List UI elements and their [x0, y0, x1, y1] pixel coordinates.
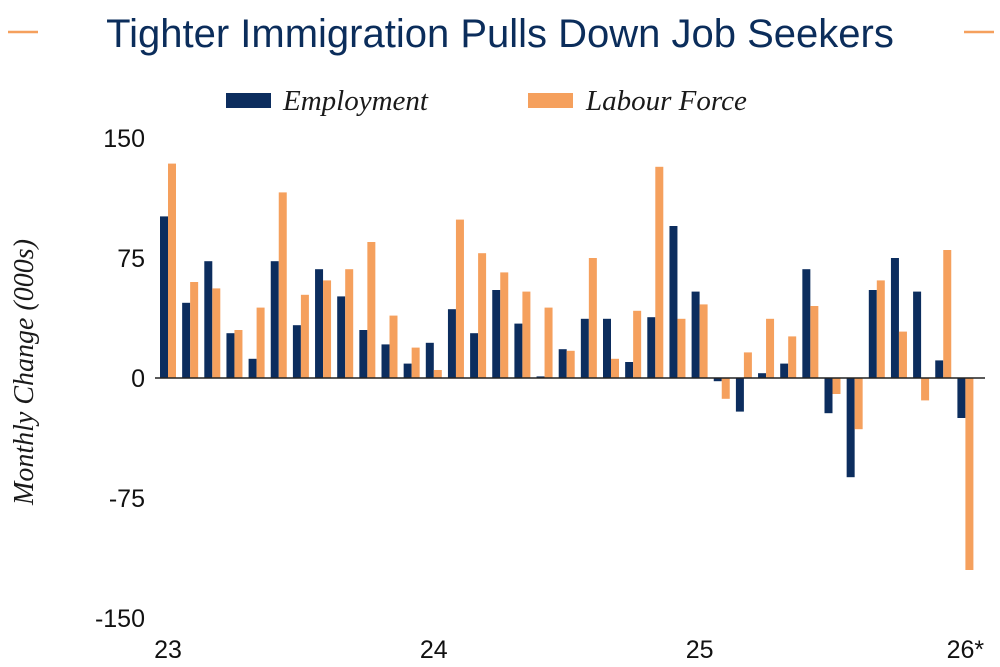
labour-force-bar: [256, 307, 265, 378]
employment-bar: [160, 216, 168, 378]
bars: [160, 163, 974, 570]
employment-bar: [802, 269, 811, 378]
employment-bar: [470, 333, 479, 378]
employment-bar: [846, 378, 855, 478]
labour-force-bar: [433, 370, 442, 378]
x-axis-ticks: 23 24 25 26*: [154, 636, 984, 664]
employment-bar: [536, 376, 545, 378]
labour-force-bar: [832, 378, 841, 394]
x-tick-label: 24: [420, 636, 448, 664]
employment-bar: [315, 269, 324, 378]
labour-force-bar: [190, 282, 199, 378]
labour-force-bar: [854, 378, 863, 430]
employment-bar: [758, 373, 767, 378]
legend-label-labour-force: Labour Force: [585, 85, 747, 117]
y-axis-ticks: 150 75 0 -75 -150: [95, 125, 145, 633]
title-group: Tighter Immigration Pulls Down Job Seeke…: [8, 12, 994, 56]
y-tick-label: 150: [103, 125, 145, 153]
employment-bar: [935, 360, 944, 378]
employment-bar: [226, 333, 235, 378]
labour-force-bar: [234, 330, 243, 378]
x-tick-label: 26*: [947, 636, 985, 664]
labour-force-bar: [810, 306, 819, 378]
labour-force-bar: [566, 350, 575, 378]
employment-bar: [868, 290, 877, 378]
employment-bar: [337, 296, 346, 378]
labour-force-bar: [345, 269, 354, 378]
labour-force-bar: [500, 272, 509, 378]
employment-bar: [425, 342, 434, 378]
labour-force-bar: [943, 250, 952, 378]
employment-bar: [447, 309, 456, 378]
labour-force-bar: [633, 310, 642, 378]
labour-force-bar: [766, 318, 775, 378]
employment-bar: [647, 317, 656, 378]
employment-bar: [381, 344, 390, 378]
employment-bar: [625, 362, 634, 378]
labour-force-bar: [611, 358, 619, 378]
labour-force-bar: [389, 315, 398, 378]
labour-force-bar: [876, 280, 885, 378]
employment-bar: [359, 330, 368, 378]
employment-bar: [403, 363, 412, 378]
legend-swatch-labour-force: [528, 93, 573, 108]
employment-bar: [913, 291, 922, 378]
labour-force-bar: [478, 253, 487, 378]
labour-force-bar: [721, 378, 730, 399]
labour-force-bar: [522, 291, 531, 378]
labour-force-bar: [367, 242, 376, 378]
employment-bar: [270, 261, 279, 378]
employment-bar: [691, 291, 700, 378]
employment-bar: [248, 358, 257, 378]
labour-force-bar: [588, 258, 597, 378]
employment-bar: [558, 349, 567, 378]
employment-bar: [824, 378, 833, 414]
labour-force-bar: [743, 352, 752, 378]
y-tick-label: 0: [131, 365, 145, 393]
labour-force-bar: [921, 378, 930, 401]
employment-bar: [780, 363, 789, 378]
y-axis-label: Monthly Change (000s): [9, 239, 40, 506]
employment-bar: [492, 290, 501, 378]
employment-bar: [713, 378, 722, 382]
legend: Employment Labour Force: [226, 85, 747, 117]
labour-force-bar: [788, 336, 797, 378]
labour-force-bar: [411, 347, 420, 378]
labour-force-bar: [455, 219, 464, 378]
labour-force-bar: [655, 166, 664, 378]
y-tick-label: -150: [95, 605, 145, 633]
employment-bar: [292, 325, 301, 378]
labour-force-bar: [278, 192, 287, 378]
employment-bar: [957, 378, 966, 418]
employment-bar: [603, 318, 611, 378]
labour-force-bar: [677, 318, 686, 378]
legend-swatch-employment: [226, 93, 271, 108]
labour-force-bar: [168, 163, 176, 378]
y-tick-label: 75: [117, 245, 145, 273]
labour-force-bar: [300, 294, 309, 378]
labour-force-bar: [544, 307, 553, 378]
employment-bar: [514, 323, 523, 378]
y-tick-label: -75: [109, 485, 145, 513]
x-tick-label: 25: [686, 636, 714, 664]
employment-bar: [890, 258, 899, 378]
employment-bar: [182, 302, 191, 378]
employment-bar: [204, 261, 213, 378]
labour-force-bar: [699, 304, 708, 378]
labour-force-bar: [965, 378, 974, 570]
legend-label-employment: Employment: [282, 85, 429, 117]
labour-force-bar: [323, 280, 332, 378]
labour-force-bar: [212, 288, 221, 378]
chart-title: Tighter Immigration Pulls Down Job Seeke…: [106, 12, 894, 56]
employment-bar: [669, 226, 678, 378]
employment-bar: [580, 318, 589, 378]
employment-bar: [735, 378, 744, 412]
labour-force-bar: [898, 331, 907, 378]
x-tick-label: 23: [154, 636, 182, 664]
